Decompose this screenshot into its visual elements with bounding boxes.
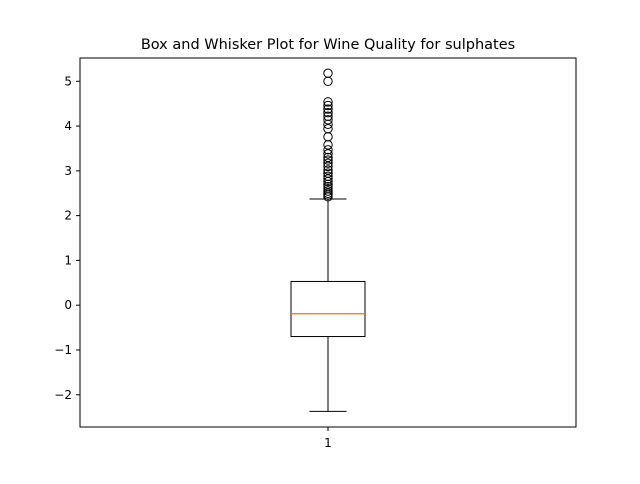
y-tick-label: −1: [54, 343, 72, 357]
outlier-point: [323, 97, 333, 107]
outlier-point: [323, 115, 333, 125]
outlier-point: [323, 186, 333, 196]
outlier-point: [323, 181, 333, 192]
chart-title: Box and Whisker Plot for Wine Quality fo…: [141, 37, 515, 53]
y-tick-label: 2: [64, 209, 72, 223]
outlier-point: [323, 155, 333, 165]
outlier-point: [323, 100, 333, 111]
outlier-point: [323, 124, 333, 134]
y-tick-label: 3: [64, 164, 72, 178]
outlier-point: [323, 107, 333, 118]
y-tick-label: 5: [64, 74, 72, 88]
outlier-point: [323, 165, 333, 175]
y-tick-label: −2: [54, 388, 72, 402]
outlier-point: [323, 188, 333, 198]
outlier-point: [323, 152, 333, 163]
outlier-point: [323, 171, 333, 181]
plot-area: −2 −1 0 1 2 3 4 5 1: [54, 57, 577, 450]
outlier-point: [323, 111, 333, 121]
y-tick-label: 0: [64, 298, 72, 312]
outlier-point: [323, 158, 333, 168]
y-tick-label: 1: [64, 253, 72, 267]
outlier-point: [323, 161, 333, 172]
x-tick-label: 1: [324, 436, 332, 450]
outlier-point: [323, 168, 333, 178]
outlier-point: [323, 68, 333, 78]
outlier-point: [323, 149, 333, 159]
interquartile-box: [290, 280, 366, 338]
outlier-point: [323, 145, 333, 155]
outlier-point: [323, 104, 333, 114]
outlier-point: [323, 174, 333, 184]
y-tick-label: 4: [64, 119, 72, 133]
outlier-point: [323, 184, 333, 194]
